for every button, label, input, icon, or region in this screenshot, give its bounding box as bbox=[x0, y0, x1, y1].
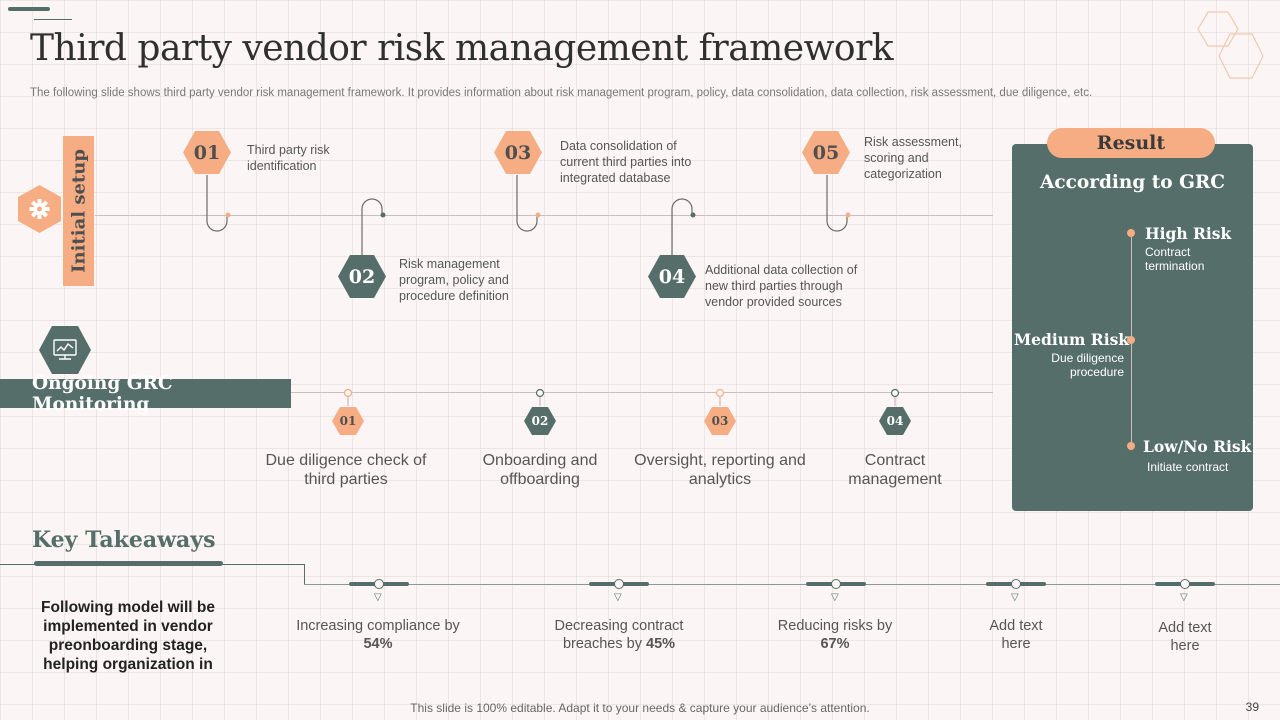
low-risk-label: Low/No Risk bbox=[1143, 437, 1252, 456]
key-takeaways-rule bbox=[0, 564, 304, 565]
takeaway-1-prefix: Increasing compliance by bbox=[296, 618, 460, 634]
takeaway-3-marker bbox=[831, 579, 841, 589]
monitoring-hex bbox=[39, 326, 91, 374]
step-04-text: Additional data collection of new third … bbox=[705, 263, 858, 309]
key-takeaways-step bbox=[304, 564, 305, 585]
takeaway-3-text: Reducing risks by 67% bbox=[775, 617, 895, 653]
medium-risk-label: Medium Risk bbox=[1014, 330, 1130, 349]
step-01-hex: 01 bbox=[183, 131, 231, 174]
result-panel bbox=[1012, 144, 1253, 511]
key-takeaways-title: Key Takeaways bbox=[32, 527, 216, 553]
initial-setup-tab: Initial setup bbox=[63, 136, 94, 286]
monitor-04-text: Contract management bbox=[848, 452, 942, 488]
takeaway-3-arrow-icon: ▽ bbox=[831, 592, 839, 603]
grc-heading: According to GRC bbox=[1040, 172, 1225, 193]
step-03-text: Data consolidation of current third part… bbox=[560, 139, 692, 185]
monitoring-timeline bbox=[291, 392, 993, 393]
takeaway-5-text: Add text here bbox=[1158, 620, 1212, 654]
page-subtitle: The following slide shows third party ve… bbox=[30, 87, 1093, 99]
takeaway-1-arrow-icon: ▽ bbox=[374, 592, 382, 603]
result-pill: Result bbox=[1047, 128, 1215, 158]
high-risk-desc: Contract termination bbox=[1145, 245, 1205, 273]
monitor-02-hex: 02 bbox=[524, 407, 556, 435]
page-number: 39 bbox=[1245, 700, 1259, 714]
takeaway-3-prefix: Reducing risks by bbox=[777, 618, 893, 634]
takeaway-2-arrow-icon: ▽ bbox=[614, 592, 622, 603]
high-risk-label: High Risk bbox=[1145, 224, 1232, 243]
step-02-hex: 02 bbox=[338, 255, 386, 298]
top-accent-bar bbox=[8, 7, 50, 11]
page-title: Third party vendor risk management frame… bbox=[30, 28, 894, 69]
step-01-text: Third party risk identification bbox=[247, 143, 330, 173]
initial-setup-label: Initial setup bbox=[68, 149, 89, 273]
monitor-03-text: Oversight, reporting and analytics bbox=[634, 452, 806, 488]
medium-risk-desc: Due diligence procedure bbox=[1051, 351, 1124, 379]
takeaway-4-arrow-icon: ▽ bbox=[1011, 592, 1019, 603]
medium-risk-dot bbox=[1127, 336, 1135, 344]
takeaway-2-marker bbox=[614, 579, 624, 589]
low-risk-dot bbox=[1127, 442, 1135, 450]
gear-icon bbox=[29, 199, 50, 219]
ongoing-monitoring-bar: Ongoing GRC Monitoring bbox=[0, 373, 291, 415]
step-03-hex: 03 bbox=[494, 131, 542, 174]
takeaway-1-marker bbox=[374, 579, 384, 589]
takeaway-2-text: Decreasing contract breaches by 45% bbox=[529, 617, 709, 653]
takeaway-4-text: Add text here bbox=[989, 618, 1043, 652]
key-takeaways-underline bbox=[34, 561, 223, 566]
top-accent-line bbox=[34, 19, 72, 20]
takeaway-5-arrow-icon: ▽ bbox=[1180, 592, 1188, 603]
step-02-text: Risk management program, policy and proc… bbox=[399, 257, 509, 303]
takeaway-2-value: 45% bbox=[646, 636, 676, 652]
high-risk-dot bbox=[1127, 229, 1135, 237]
takeaway-4-marker bbox=[1011, 579, 1021, 589]
setup-timeline bbox=[95, 215, 993, 216]
monitor-01-hex: 01 bbox=[332, 407, 364, 435]
takeaway-5-marker bbox=[1180, 579, 1190, 589]
monitor-02-text: Onboarding and offboarding bbox=[482, 452, 598, 488]
low-risk-desc: Initiate contract bbox=[1147, 460, 1229, 474]
step-04-hex: 04 bbox=[648, 255, 696, 298]
step-05-text: Risk assessment, scoring and categorizat… bbox=[864, 135, 962, 181]
takeaway-1-text: Increasing compliance by 54% bbox=[288, 617, 468, 653]
step-05-hex: 05 bbox=[802, 131, 850, 174]
takeaway-3-value: 67% bbox=[820, 636, 850, 652]
setup-hex bbox=[18, 185, 61, 233]
monitor-03-hex: 03 bbox=[704, 407, 736, 435]
monitor-01-text: Due diligence check of third parties bbox=[265, 452, 427, 488]
monitor-04-hex: 04 bbox=[879, 407, 911, 435]
takeaway-1-value: 54% bbox=[363, 636, 393, 652]
key-takeaways-summary: Following model will be implemented in v… bbox=[41, 599, 215, 673]
monitor-chart-icon bbox=[53, 339, 77, 360]
key-takeaways-track bbox=[304, 584, 1280, 585]
footer-note: This slide is 100% editable. Adapt it to… bbox=[410, 701, 870, 715]
hexagon-decoration-icon bbox=[1197, 11, 1264, 79]
takeaway-2-prefix: Decreasing contract breaches by bbox=[554, 618, 684, 652]
